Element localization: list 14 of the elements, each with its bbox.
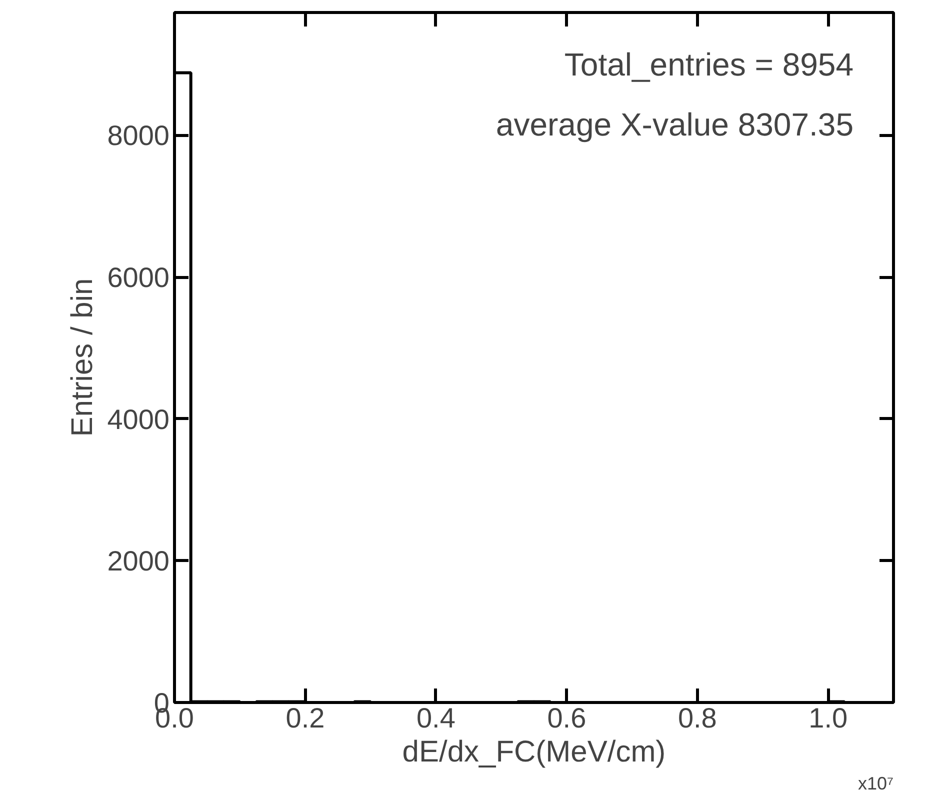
y-axis-title: Entries / bin (66, 278, 100, 437)
y-tick-label: 8000 (107, 120, 170, 152)
annotation: average X-value 8307.35 (496, 106, 854, 142)
x-axis-title: dE/dx_FC(MeV/cm) (402, 736, 666, 768)
y-tick-label: 2000 (107, 546, 170, 577)
y-tick-label: 4000 (107, 404, 170, 435)
x-tick-label: 0.4 (416, 702, 456, 734)
x-tick-label: 0.8 (678, 702, 717, 734)
y-tick-label: 6000 (107, 262, 170, 294)
x-tick-label: 1.0 (808, 702, 848, 734)
x-tick-label: 0.6 (547, 702, 586, 734)
text: x10⁷ (858, 774, 894, 793)
x-tick-label: 0.2 (286, 702, 325, 734)
annotation: Total_entries = 8954 (564, 46, 854, 82)
